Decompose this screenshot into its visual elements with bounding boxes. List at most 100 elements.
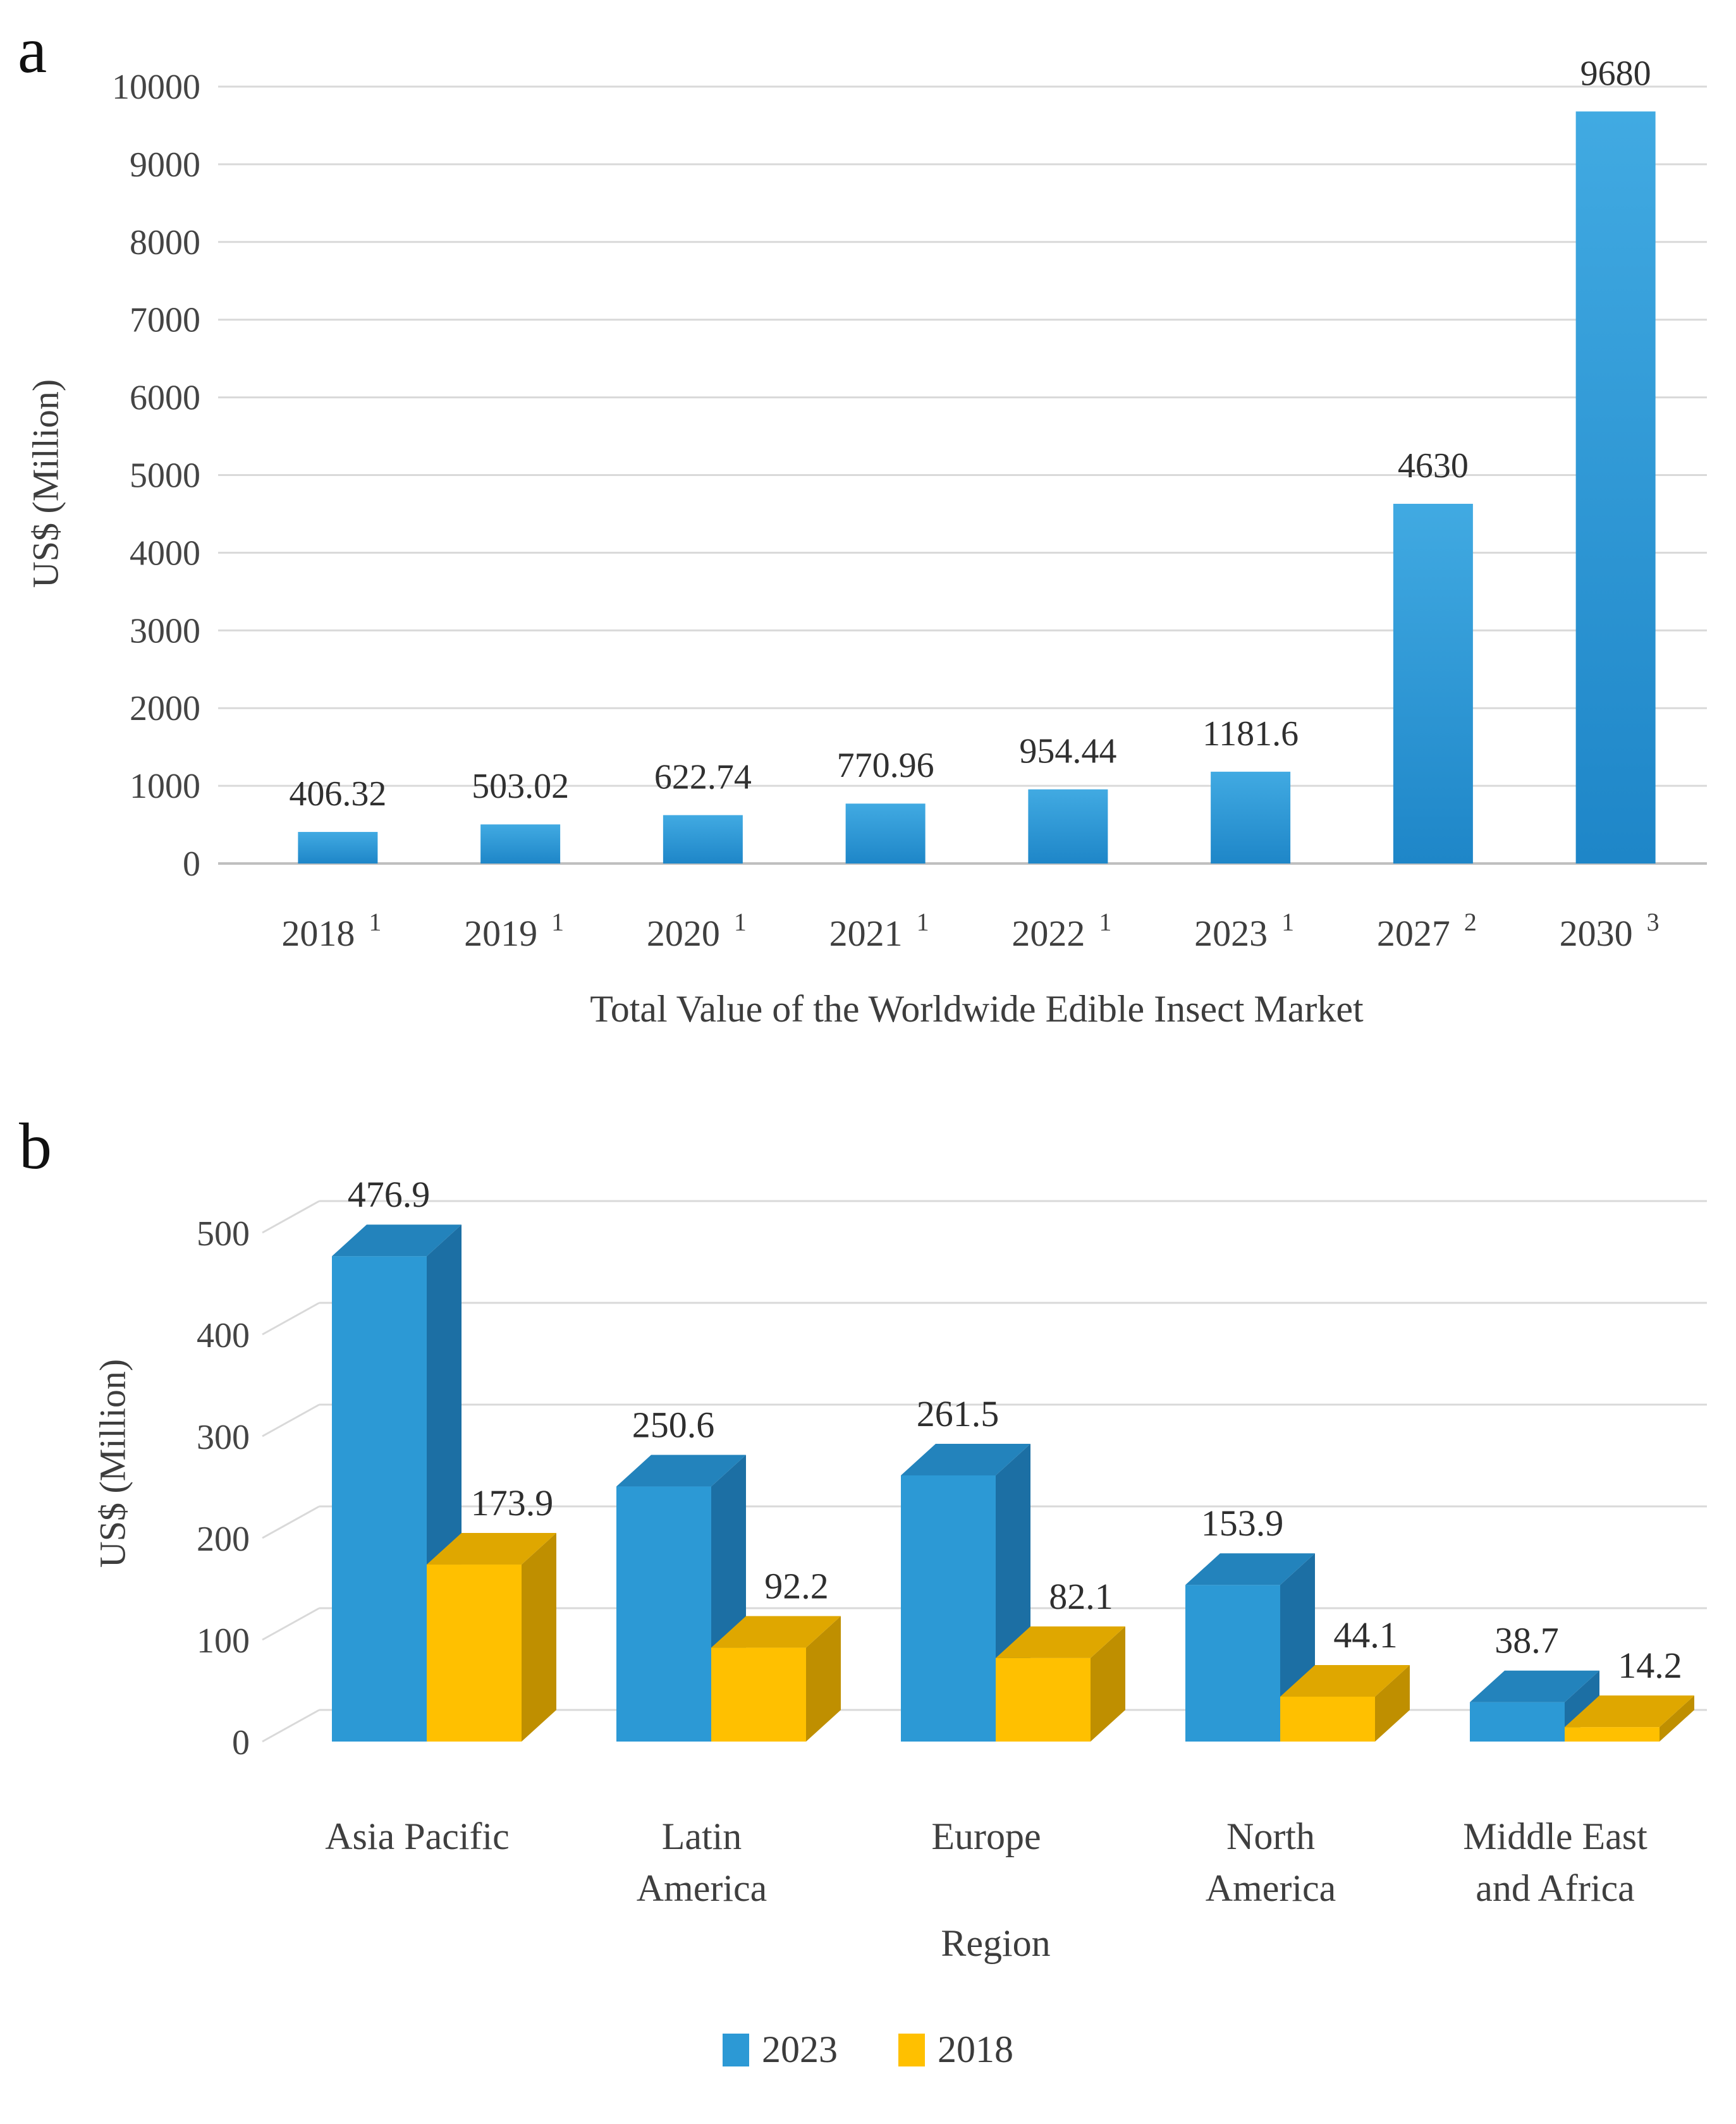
panel-b-bar-top-2023-middle-east-and-africa (1470, 1670, 1599, 1702)
panel-b-tick-connector-400 (262, 1302, 320, 1336)
panel-b-ytick-300: 300 (197, 1418, 250, 1457)
panel-a-value-label-2022: 954.44 (1019, 732, 1116, 771)
panel-a-ytick-9000: 9000 (130, 145, 200, 185)
panel-a-value-label-2030: 9680 (1580, 54, 1651, 93)
panel-a-value-label-2021: 770.96 (837, 746, 934, 785)
panel-b-bar-front-2023-north-america (1185, 1585, 1280, 1742)
panel-b-tick-connector-200 (262, 1505, 320, 1539)
legend-item-2023: 2023 (723, 2028, 838, 2072)
panel-b-xtick-middle-east-and-africa-line2: and Africa (1476, 1867, 1635, 1909)
panel-a-xtick-2021: 2021 1 (829, 908, 929, 954)
panel-a-xtick-2030: 2030 3 (1560, 908, 1660, 954)
legend-label-2023: 2023 (762, 2029, 838, 2070)
panel-b-bar-top-2018-latin-america (711, 1616, 841, 1648)
panel-b-bar-front-2023-europe (901, 1475, 996, 1742)
panel-b-xtick-asia-pacific-line1: Asia Pacific (325, 1816, 510, 1857)
panel-a-ytick-8000: 8000 (130, 223, 200, 262)
panel-b-bar-front-2023-latin-america (616, 1486, 711, 1742)
panel-b-bar-front-2023-asia-pacific (332, 1256, 427, 1742)
panel-b-bar-top-2023-asia-pacific (332, 1224, 462, 1257)
panel-b-bar-front-2023-middle-east-and-africa (1470, 1702, 1565, 1742)
panel-b-ytick-100: 100 (197, 1621, 250, 1661)
panel-a-ytick-2000: 2000 (130, 689, 200, 728)
panel-b-bar-front-2018-asia-pacific (427, 1565, 522, 1742)
panel-a-ytick-10000: 10000 (112, 68, 200, 107)
panel-b-bar-top-2023-europe (901, 1443, 1030, 1475)
panel-b-ytick-200: 200 (197, 1520, 250, 1559)
panel-b-bar-side-2018-asia-pacific (522, 1533, 556, 1742)
panel-b-value-label-2023-latin-america: 250.6 (632, 1405, 715, 1446)
panel-a-xtick-2020: 2020 1 (647, 908, 747, 954)
panel-b-bar-top-2018-europe (996, 1626, 1125, 1658)
panel-b-ytick-400: 400 (197, 1316, 250, 1355)
panel-a-bar-2023 (1211, 771, 1291, 864)
panel-b-value-label-2018-latin-america: 92.2 (764, 1566, 829, 1607)
panel-b-plot: 0 100 200 300 400 500 476.9 173.9 Asia Pacific 25… (197, 1174, 1707, 1909)
panel-b-y-axis-title: US$ (Million) (92, 1358, 133, 1568)
legend-label-2018: 2018 (938, 2029, 1013, 2070)
panel-b-bar-front-2018-latin-america (711, 1647, 806, 1742)
panel-b-ytick-500: 500 (197, 1214, 250, 1254)
panel-b-value-label-2018-middle-east-and-africa: 14.2 (1618, 1645, 1682, 1686)
panel-a-ytick-7000: 7000 (130, 301, 200, 340)
panel-b-value-label-2018-asia-pacific: 173.9 (471, 1482, 554, 1523)
panel-a-value-label-2020: 622.74 (654, 757, 752, 796)
panel-a-xtick-2022: 2022 1 (1012, 908, 1111, 954)
panel-a-ytick-6000: 6000 (130, 379, 200, 418)
panel-a-value-label-2018: 406.32 (289, 774, 386, 814)
panel-b-ytick-0: 0 (232, 1723, 250, 1762)
panel-a-bar-2021 (845, 803, 926, 864)
panel-b-tick-connector-500 (262, 1200, 320, 1234)
panel-b-bar-side-2018-north-america (1375, 1664, 1410, 1742)
panel-b-value-label-2018-europe: 82.1 (1049, 1576, 1113, 1617)
panel-b-xtick-north-america-line1: North (1226, 1816, 1315, 1857)
panel-a-bar-2018 (298, 832, 378, 864)
legend: 2023 2018 (0, 2028, 1736, 2072)
panel-a-value-label-2019: 503.02 (472, 767, 569, 806)
panel-b-bar-side-2018-middle-east-and-africa (1660, 1695, 1694, 1742)
panel-b-value-label-2018-north-america: 44.1 (1333, 1614, 1398, 1656)
panel-b-bar-top-2023-north-america (1185, 1553, 1315, 1585)
legend-swatch-2023-icon (723, 2033, 749, 2066)
panel-b-tick-connector-0 (262, 1709, 320, 1743)
panel-b-tick-connector-300 (262, 1403, 320, 1437)
panel-b-xtick-latin-america-line1: Latin (662, 1816, 742, 1857)
panel-a-xtick-2027: 2027 2 (1377, 908, 1477, 954)
panel-b-value-label-2023-north-america: 153.9 (1201, 1503, 1284, 1544)
panel-a-bar-2027 (1393, 503, 1473, 864)
panel-b-value-label-2023-middle-east-and-africa: 38.7 (1495, 1620, 1559, 1661)
panel-a-xtick-2018: 2018 1 (281, 908, 381, 954)
panel-b-xtick-middle-east-and-africa-line1: Middle East (1463, 1816, 1647, 1857)
panel-a-ytick-1000: 1000 (130, 767, 200, 806)
panel-b-bar-side-2018-latin-america (806, 1616, 841, 1742)
panel-a-xtick-2019: 2019 1 (464, 908, 564, 954)
panel-a-xtick-2023: 2023 1 (1194, 908, 1294, 954)
panel-a-ytick-3000: 3000 (130, 611, 200, 650)
legend-item-2018: 2018 (898, 2028, 1013, 2072)
panel-b-label: b (19, 1110, 52, 1183)
panel-a-ytick-4000: 4000 (130, 534, 200, 573)
panel-a-value-label-2027: 4630 (1398, 446, 1469, 485)
panel-a-ytick-0: 0 (183, 845, 200, 884)
panel-a-bar-2022 (1028, 789, 1108, 864)
panel-a-ytick-5000: 5000 (130, 456, 200, 496)
panel-a-bar-2030 (1575, 111, 1656, 864)
panel-a-bar-2020 (663, 815, 743, 864)
panel-b-bar-front-2018-europe (996, 1657, 1091, 1742)
panel-b-xtick-north-america-line2: America (1206, 1867, 1336, 1909)
panel-a-y-axis-title: US$ (Million) (25, 379, 66, 589)
legend-swatch-2018-icon (898, 2033, 925, 2066)
panel-a-plot: 0 1000 2000 3000 4000 5000 6000 7000 8000 9000 100… (112, 54, 1707, 954)
panel-b-bar-top-2023-latin-america (616, 1455, 746, 1487)
panel-b-bar-front-2018-north-america (1280, 1696, 1375, 1742)
panel-b-xtick-europe-line1: Europe (931, 1816, 1041, 1857)
panel-a-value-label-2023: 1181.6 (1202, 714, 1299, 754)
panel-b-value-label-2023-europe: 261.5 (917, 1393, 999, 1434)
panel-b-bar-front-2018-middle-east-and-africa (1565, 1727, 1660, 1742)
panel-b-value-label-2023-asia-pacific: 476.9 (348, 1174, 431, 1215)
panel-b-x-axis-title: Region (941, 1922, 1051, 1964)
panel-a-bar-2019 (480, 824, 561, 864)
panel-b-xtick-latin-america-line2: America (637, 1867, 767, 1909)
